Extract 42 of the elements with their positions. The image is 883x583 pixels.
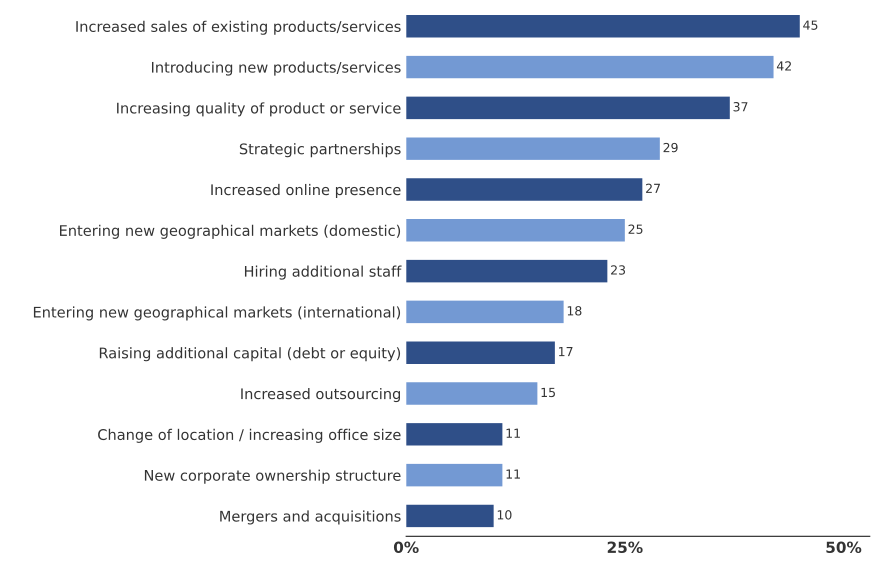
y-tick-label: Entering new geographical markets (international): [34, 306, 400, 320]
data-label: 17: [559, 347, 572, 356]
y-tick-label: Introducing new products/services: [152, 62, 401, 76]
y-tick-label: Increased sales of existing products/services: [76, 20, 401, 35]
bar: [406, 137, 660, 160]
data-label: 10: [498, 510, 512, 520]
bar: [406, 300, 564, 324]
x-tick-label: 25%: [608, 541, 643, 554]
bar: [406, 178, 642, 201]
y-tick-label: Mergers and acquisitions: [220, 510, 401, 525]
y-tick-label: Raising additional capital (debt or equity): [100, 347, 400, 362]
data-label: 27: [646, 184, 660, 193]
data-label: 15: [542, 388, 555, 398]
bar: [406, 341, 555, 364]
y-tick-label: Hiring additional staff: [244, 266, 402, 280]
data-label: 11: [506, 428, 520, 438]
data-label: 45: [803, 20, 818, 30]
data-label: 29: [664, 142, 678, 152]
bar: [406, 260, 608, 282]
y-tick-label: Strategic partnerships: [240, 143, 401, 158]
x-tick-label: 50%: [826, 541, 862, 554]
y-tick-label: Increased online presence: [211, 184, 401, 198]
data-label: 42: [776, 61, 791, 70]
data-label: 37: [734, 102, 748, 112]
y-tick-label: Entering new geographical markets (domestic): [60, 224, 400, 239]
data-label: 18: [568, 306, 582, 316]
data-label: 11: [506, 469, 520, 479]
y-tick-label: Increasing quality of product or service: [117, 102, 401, 116]
x-tick-label: 0%: [394, 541, 419, 554]
bar: [406, 504, 494, 528]
y-tick-label: Change of location / increasing office size: [98, 428, 401, 443]
bar: [406, 15, 800, 38]
y-tick-label: Increased outsourcing: [241, 388, 400, 402]
bar: [406, 382, 538, 405]
bar: [406, 219, 625, 242]
bar: [406, 56, 774, 78]
y-tick-label: New corporate ownership structure: [144, 470, 401, 484]
data-label: 25: [628, 224, 642, 234]
bar: [406, 96, 730, 120]
data-label: 23: [611, 265, 626, 275]
bar: [406, 423, 502, 446]
bar: [406, 464, 502, 486]
